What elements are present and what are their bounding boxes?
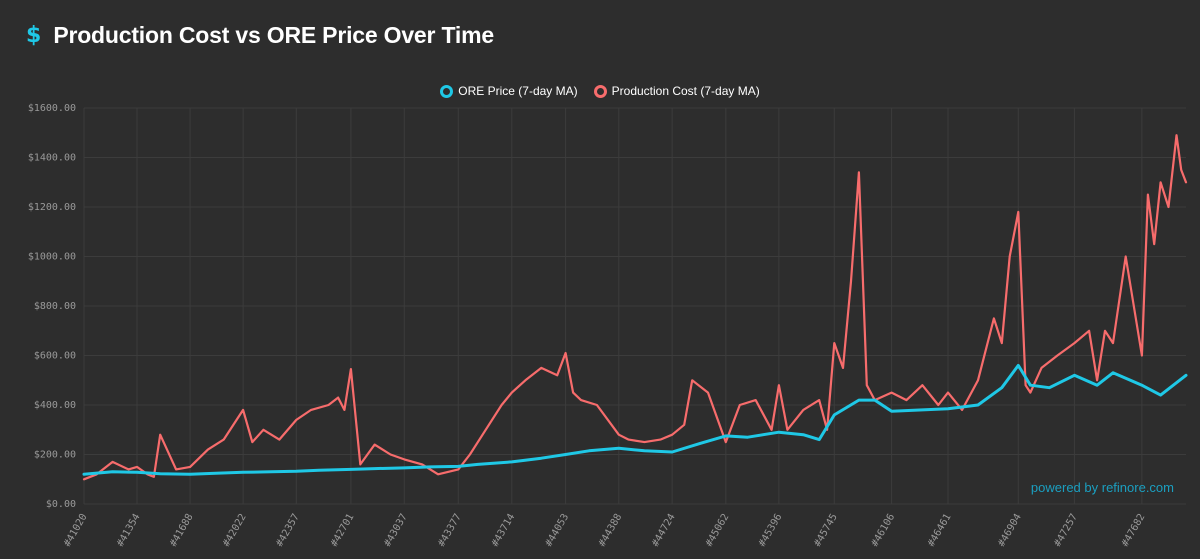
y-tick-label: $1000.00 (28, 252, 76, 263)
dollar-sign-icon: $ (26, 22, 42, 48)
legend-label-ore-price: ORE Price (7-day MA) (458, 84, 578, 98)
x-tick-label: #43377 (436, 512, 464, 549)
x-tick-label: #43037 (382, 512, 410, 549)
watermark-link[interactable]: powered by refinore.com (1030, 480, 1174, 495)
y-tick-label: $400.00 (34, 400, 76, 411)
y-tick-label: $600.00 (34, 351, 76, 362)
y-tick-label: $200.00 (34, 450, 76, 461)
legend-item-production-cost[interactable]: Production Cost (7-day MA) (593, 84, 760, 98)
x-tick-label: #45062 (704, 512, 732, 549)
y-tick-label: $1600.00 (28, 103, 76, 114)
x-tick-label: #42022 (221, 512, 249, 549)
x-tick-label: #45396 (757, 512, 785, 549)
x-tick-label: #46461 (926, 512, 954, 549)
x-tick-label: #46106 (870, 512, 898, 549)
x-tick-label: #46904 (996, 512, 1024, 549)
x-tick-label: #44388 (597, 512, 625, 549)
x-tick-label: #44724 (650, 512, 678, 549)
x-tick-label: #41688 (168, 512, 196, 549)
legend-item-ore-price[interactable]: ORE Price (7-day MA) (440, 84, 578, 98)
series-lines (82, 134, 1188, 481)
x-tick-label: #45745 (812, 512, 840, 549)
x-axis-ticks: #41020 #41354 #41688 #42022 #42357 #42701 #430… (62, 512, 1147, 549)
series-line-ore-price (82, 363, 1188, 476)
x-tick-label: #41354 (115, 512, 143, 549)
x-tick-label: #43714 (490, 512, 518, 549)
x-tick-label: #47682 (1120, 512, 1148, 549)
series-line-production-cost (82, 134, 1188, 481)
chart-title: Production Cost vs ORE Price Over Time (53, 21, 494, 48)
x-tick-label: #44053 (544, 512, 572, 549)
grid (83, 107, 1186, 505)
x-tick-label: #41020 (62, 512, 90, 549)
chart-header: $ Production Cost vs ORE Price Over Time (26, 18, 494, 52)
chart-legend: ORE Price (7-day MA) Production Cost (7-… (0, 84, 1200, 98)
legend-swatch-ore-price (440, 84, 454, 98)
y-tick-label: $0.00 (46, 499, 76, 510)
x-tick-label: #42701 (329, 512, 357, 549)
x-tick-label: #42357 (274, 512, 302, 549)
legend-swatch-production-cost (593, 84, 607, 98)
y-tick-label: $800.00 (34, 301, 76, 312)
y-axis-ticks: $0.00 $200.00 $400.00 $600.00 $800.00 $1000.0… (28, 103, 76, 510)
x-tick-label: #47257 (1052, 512, 1080, 549)
legend-label-production-cost: Production Cost (7-day MA) (611, 84, 760, 98)
y-tick-label: $1200.00 (28, 202, 76, 213)
y-tick-label: $1400.00 (28, 153, 76, 164)
